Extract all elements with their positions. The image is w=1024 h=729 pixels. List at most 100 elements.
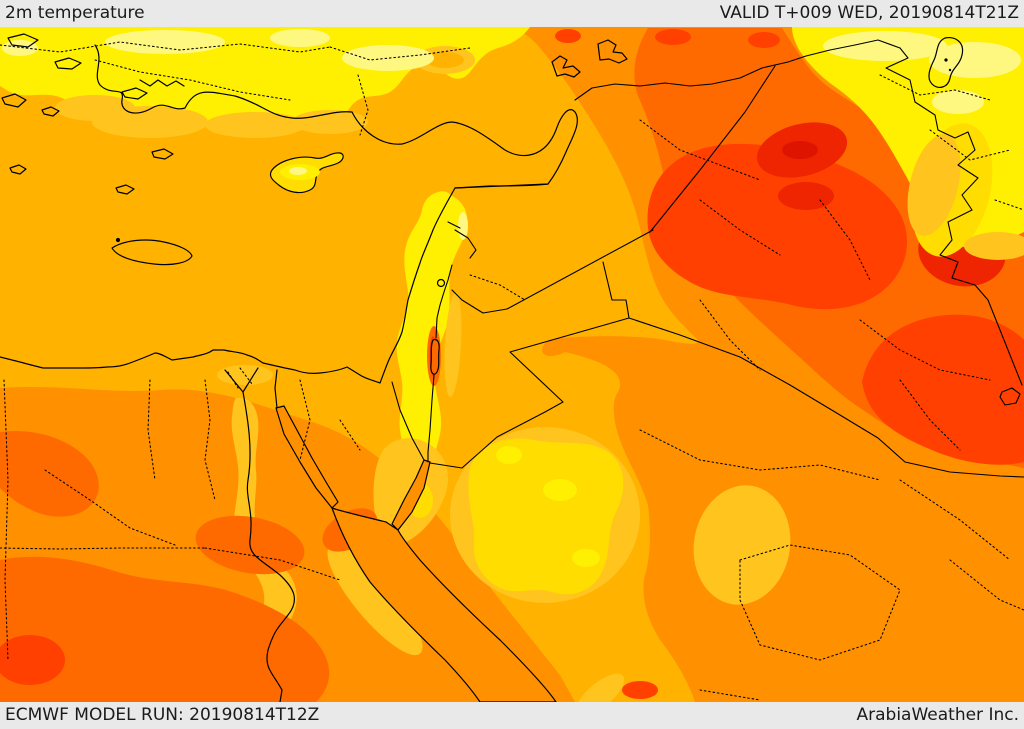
- red-sea: [331, 507, 557, 703]
- warm-patch-in-yellow: [426, 52, 464, 68]
- aegean-island: [151, 148, 174, 160]
- coolest-spot: [270, 29, 330, 47]
- aegean-island: [7, 33, 39, 48]
- admin-border: [339, 419, 361, 451]
- admin-border: [859, 319, 991, 381]
- crete-island: [111, 239, 193, 266]
- admin-border: [227, 367, 253, 389]
- euphrates-reservoirs: [551, 55, 581, 78]
- admin-border: [0, 41, 331, 53]
- valid-time-label: VALID T+009 WED, 20190814T21Z: [719, 3, 1019, 23]
- coolest-spot: [929, 42, 1021, 78]
- iraq-saudi-border: [628, 317, 1024, 478]
- temperature-field: [0, 27, 1024, 717]
- nw-saudi-gold: [468, 438, 624, 595]
- admin-border: [899, 379, 961, 451]
- jordan-valley-amber: [444, 293, 462, 397]
- coastlines: [0, 33, 578, 703]
- cool-spot: [572, 549, 600, 567]
- admin-border: [204, 379, 216, 501]
- lebanon-syria-border: [447, 221, 477, 259]
- admin-border: [357, 74, 369, 136]
- admin-border: [929, 129, 1011, 161]
- aegean-island: [115, 184, 135, 195]
- admin-border: [3, 379, 9, 661]
- amber-transition: [55, 95, 135, 121]
- admin-border: [699, 199, 781, 256]
- turkey-syria-iraq-border: [574, 39, 901, 101]
- lake-urmia: [928, 37, 964, 88]
- euphrates-reservoirs: [597, 39, 628, 64]
- aegean-island: [54, 57, 82, 70]
- hot-spot: [622, 681, 658, 699]
- aegean-island: [1, 93, 27, 108]
- lebanon-crest-spot: [458, 212, 468, 240]
- admin-border: [819, 199, 871, 281]
- cool-spot: [496, 446, 522, 464]
- amber-transition: [964, 232, 1024, 260]
- dead-sea: [430, 338, 440, 375]
- south-iraq-red-core: [862, 314, 1024, 465]
- saudi-amber-patch: [693, 485, 791, 605]
- admin-border: [94, 59, 291, 101]
- admin-border: [699, 689, 761, 701]
- country-borders: [391, 39, 1024, 478]
- gulf-of-suez: [275, 405, 339, 509]
- coolest-spot: [823, 31, 947, 61]
- brand-credit: ArabiaWeather Inc.: [856, 705, 1020, 725]
- hot-spot: [655, 29, 691, 45]
- iran-border: [885, 47, 1023, 386]
- admin-border: [0, 547, 206, 550]
- kuwait-border: [999, 387, 1021, 406]
- aegean-island: [9, 164, 27, 175]
- admin-border: [879, 74, 991, 101]
- nile-river: [242, 391, 296, 703]
- lake-urmia-island: [948, 68, 952, 72]
- map-title: 2m temperature: [5, 3, 145, 23]
- egypt-israel-border: [391, 381, 425, 461]
- levant-coast-gap-fix: [454, 183, 549, 189]
- cool-spot: [543, 479, 577, 501]
- mediterranean-coastline: [0, 44, 578, 384]
- admin-border: [994, 199, 1024, 211]
- red-sea-hills-amber: [327, 544, 423, 656]
- west-egypt-hot-lobe: [0, 556, 330, 702]
- suez-canal: [274, 369, 278, 409]
- admin-border: [899, 479, 1011, 561]
- admin-border: [739, 544, 901, 661]
- admin-border: [699, 299, 761, 371]
- coolest-spot: [2, 40, 38, 56]
- central-iraq-red-core: [647, 143, 908, 310]
- aegean-island: [41, 106, 60, 117]
- jordan-iraq-border: [602, 261, 630, 319]
- admin-border: [44, 469, 176, 546]
- island-dot: [115, 237, 121, 243]
- coolest-spot: [932, 90, 984, 114]
- admin-borders-dotted: [0, 41, 1024, 701]
- admin-border: [147, 379, 156, 481]
- header-bar: 2m temperature VALID T+009 WED, 20190814…: [0, 0, 1024, 27]
- model-run-label: ECMWF MODEL RUN: 20190814T12Z: [5, 705, 320, 725]
- west-egypt-hot-lobe: [0, 430, 99, 517]
- admin-border: [329, 46, 471, 61]
- hot-spot: [748, 32, 780, 48]
- amber-transition: [907, 134, 961, 236]
- coolest-spot: [105, 30, 225, 54]
- amber-transition: [205, 112, 305, 138]
- jordan-river-rift-border: [427, 264, 453, 463]
- admin-border: [639, 429, 881, 481]
- admin-border: [204, 547, 341, 581]
- marmara-coast: [139, 79, 185, 87]
- water-bodies: [275, 37, 964, 703]
- hot-spot: [555, 29, 581, 43]
- hot-core-sw: [0, 635, 65, 685]
- coolest-spot: [342, 45, 434, 71]
- lake-urmia-island: [944, 58, 948, 62]
- syria-jordan-border: [451, 229, 654, 314]
- amber-transition: [292, 110, 368, 134]
- aegean-island: [121, 87, 148, 100]
- jordan-saudi-border: [429, 317, 630, 469]
- footer-bar: ECMWF MODEL RUN: 20190814T12Z ArabiaWeat…: [0, 702, 1024, 729]
